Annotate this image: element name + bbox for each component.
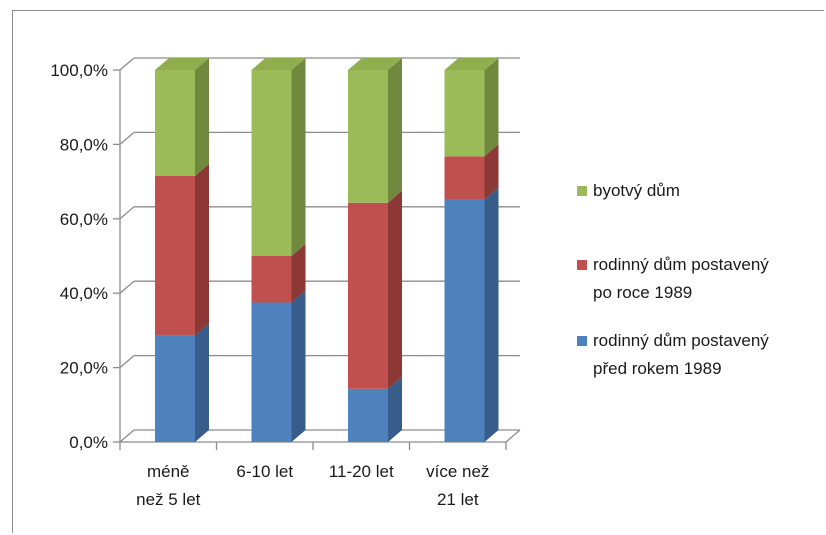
legend-label-line: po roce 1989 — [593, 283, 692, 302]
bar-side — [388, 58, 402, 203]
y-tick-label: 0,0% — [69, 433, 108, 452]
bar-segment — [444, 156, 485, 200]
legend-label: rodinný dům postavený po roce 1989 — [593, 255, 769, 302]
x-category-label: více než 21 let — [426, 462, 489, 509]
legend-swatch — [577, 260, 587, 270]
bar-side — [484, 58, 499, 157]
bar-side — [195, 323, 209, 442]
bar-top — [155, 58, 209, 70]
x-category-label-line: méně — [147, 462, 190, 481]
bar-top — [348, 58, 402, 70]
bar-segment — [348, 388, 388, 442]
y-tick-label: 60,0% — [60, 210, 108, 229]
bar-side — [388, 376, 402, 442]
legend-label: byotvý dům — [593, 181, 680, 200]
bar-top — [444, 58, 499, 70]
legend-label-line: byotvý dům — [593, 181, 680, 200]
gridline-diagonal — [119, 131, 135, 145]
y-tick-label: 100,0% — [50, 61, 108, 80]
bar-side — [484, 144, 499, 200]
y-tick-label: 80,0% — [60, 135, 108, 154]
x-category-label: méně než 5 let — [136, 462, 201, 509]
bar-segment — [444, 199, 485, 442]
y-tick-label: 40,0% — [60, 284, 108, 303]
legend-swatch — [577, 186, 587, 196]
gridline-diagonal — [119, 429, 135, 443]
x-category-label-line: více než — [426, 462, 489, 481]
x-category-label: 6-10 let — [236, 462, 293, 481]
bar-top — [251, 58, 306, 70]
legend-label: rodinný dům postavený před rokem 1989 — [593, 331, 769, 378]
legend-label-line: rodinný dům postavený — [593, 255, 769, 274]
gridline-diagonal — [119, 57, 135, 71]
x-category-label-line: 21 let — [437, 490, 479, 509]
gridline-diagonal — [119, 355, 135, 369]
y-tick-label: 20,0% — [60, 359, 108, 378]
bar-segment — [251, 302, 292, 442]
bar-side — [195, 58, 209, 177]
x-category-label-line: 6-10 let — [236, 462, 293, 481]
x-category-label-line: než 5 let — [136, 490, 201, 509]
floor-edge — [505, 429, 521, 443]
bar-side — [484, 187, 499, 442]
bar-segment — [251, 256, 292, 303]
bar-segment — [348, 202, 388, 389]
legend-label-line: před rokem 1989 — [593, 359, 722, 378]
legend-swatch — [577, 336, 587, 346]
bar-segment — [444, 70, 485, 157]
bar-side — [195, 164, 209, 336]
legend-label-line: rodinný dům postavený — [593, 331, 769, 350]
bar-segment — [155, 176, 195, 336]
bar-segment — [348, 70, 388, 203]
bar-side — [388, 190, 402, 389]
gridline-diagonal — [119, 280, 135, 294]
bar-side — [291, 244, 306, 303]
bar-segment — [155, 335, 195, 442]
bar-segment — [251, 70, 292, 256]
chart-frame — [12, 10, 824, 533]
x-category-label-line: 11-20 let — [329, 462, 394, 481]
bar-segment — [155, 70, 195, 177]
gridline-diagonal — [119, 206, 135, 220]
x-category-label: 11-20 let — [329, 462, 394, 481]
bar-side — [291, 290, 306, 442]
bar-side — [291, 58, 306, 256]
